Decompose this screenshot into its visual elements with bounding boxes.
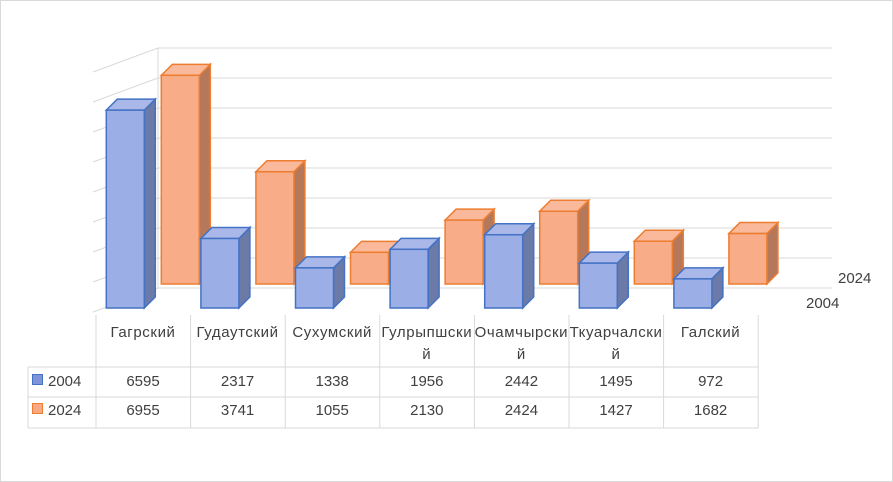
bar-2024 [728,232,768,285]
legend-label: 2024 [48,402,82,419]
legend-swatch-2004 [32,374,43,385]
data-table-cell: 6955 [126,402,160,419]
bar-2004-side [521,221,535,310]
bar-2004 [105,109,146,309]
legend-entry-2004: 2004 [32,372,81,392]
bar-2004 [578,262,619,309]
legend-label: 2004 [48,373,82,390]
data-table-cell: 2424 [504,402,539,419]
bar-2004 [200,237,240,309]
data-table-cell: 972 [698,373,724,390]
data-table-cell: 2442 [504,373,539,390]
depth-axis-label-2004: 2004 [806,295,840,312]
bar-2004-side [238,225,251,310]
data-table-cell: 1055 [315,402,349,419]
data-table-cell: 2130 [410,402,444,419]
data-table-cell: 1495 [599,373,633,390]
bar-2004 [389,248,429,309]
bar-2024 [444,219,484,285]
data-table-cell: 1956 [410,373,444,390]
legend-entry-2024: 2024 [32,401,81,421]
bar-2004 [673,278,713,309]
category-label: Очамчырский [474,324,569,363]
data-table-cell: 3741 [220,402,255,419]
depth-axis-label-2024: 2024 [838,270,872,287]
category-label: Гагрский [110,324,176,341]
gridline-side [92,47,159,73]
legend-swatch-2024 [32,403,43,414]
data-table-cell: 1338 [315,373,349,390]
data-table-cell: 2317 [220,373,255,390]
bar-2024 [349,251,390,285]
data-table-cell: 1682 [693,402,728,419]
category-label: Гудаутский [196,324,279,341]
category-label: Галский [680,324,741,341]
bar-2004 [294,267,335,309]
category-label: Гулрыпшский [381,324,473,363]
bar-2024 [255,171,295,285]
data-table-cell: 1427 [599,402,633,419]
data-table-cell: 6595 [126,373,160,390]
bar-2024 [160,74,201,285]
bar-2004-side [427,236,440,310]
bar-2024 [538,210,579,285]
category-label: Сухумский [292,324,373,341]
category-label: Ткуарчалский [569,324,663,363]
bar-2004-side [143,97,157,310]
bar-2024 [633,240,674,285]
bar-2004 [483,233,524,309]
gridline-side [92,77,159,103]
